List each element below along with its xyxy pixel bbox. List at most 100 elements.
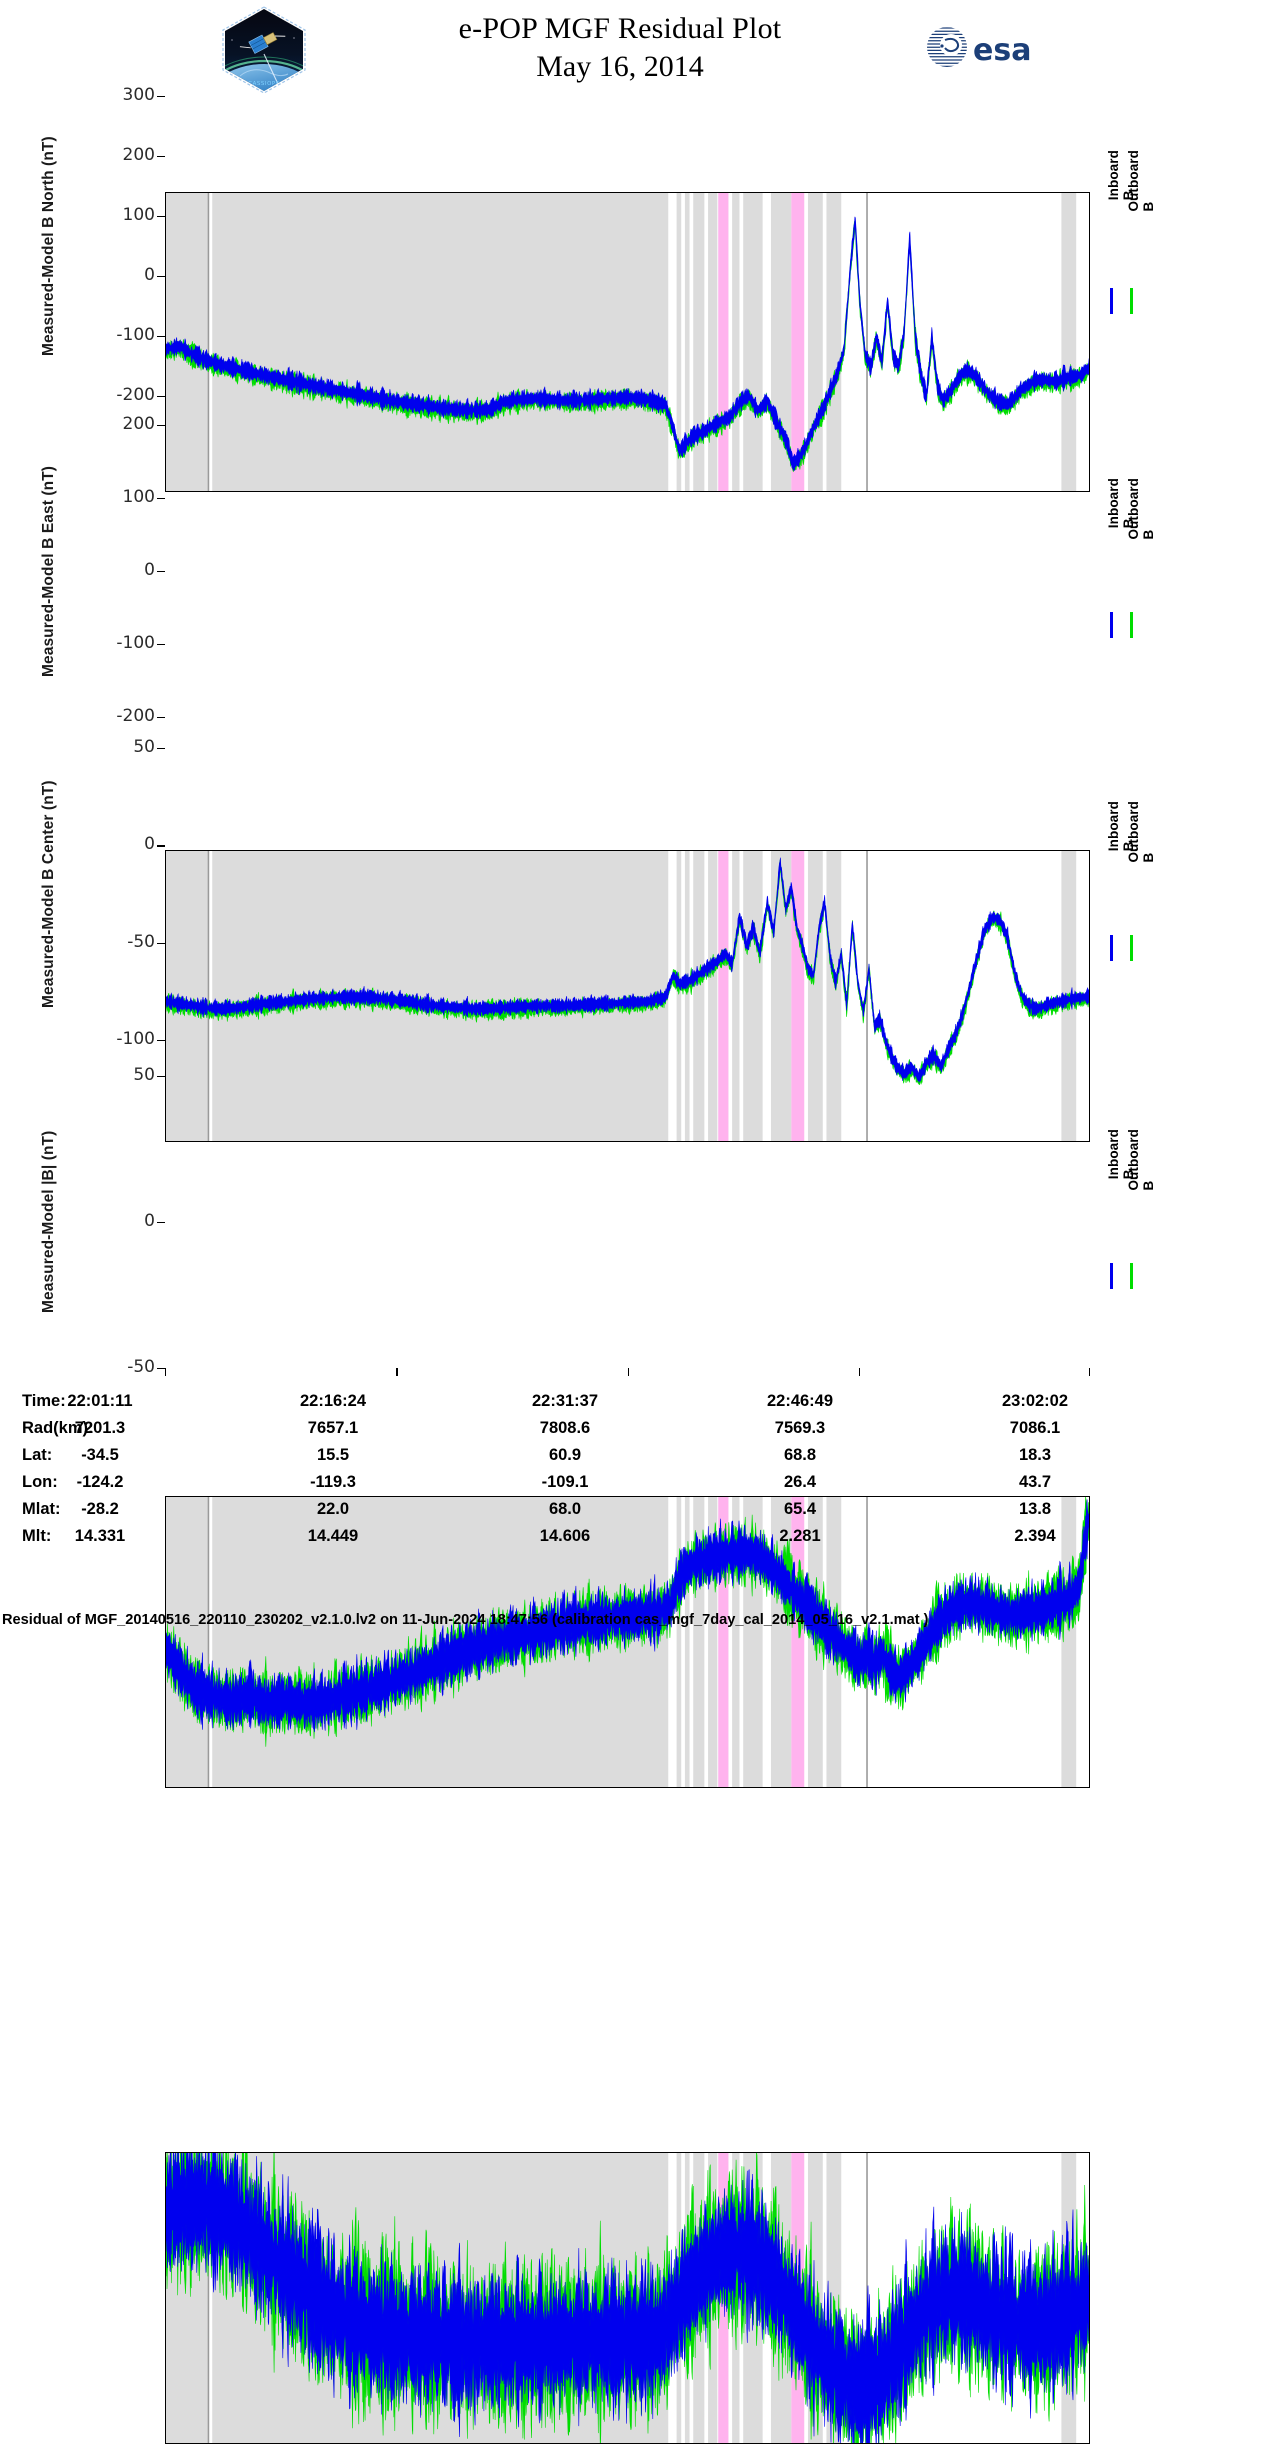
xaxis-tickmark-3 [858, 1368, 861, 1376]
legend-swatch-inboard [1110, 934, 1113, 961]
table-cell-r3-c1: -119.3 [310, 1473, 356, 1491]
table-cell-r1-c2: 7808.6 [539, 1419, 591, 1437]
table-cell-r2-c2: 60.9 [548, 1446, 582, 1464]
table-row-label-5: Mlt: [22, 1527, 52, 1545]
panel-b-north-ytick-3: 0 [144, 265, 155, 285]
ylabel-line-1: Measured-Model [40, 884, 57, 1008]
table-row-label-2: Lat: [22, 1446, 53, 1464]
svg-text:CASSIOPE: CASSIOPE [248, 81, 280, 87]
table-cell-r0-c4: 23:02:02 [1001, 1392, 1069, 1410]
table-cell-r1-c3: 7569.3 [774, 1419, 826, 1437]
table-row-label-1: Rad(km): [22, 1419, 94, 1437]
legend-swatch-outboard [1130, 1262, 1133, 1289]
panel-b-north-plot-area [165, 192, 1090, 492]
legend-label-outboard: Outboard B [1126, 1128, 1156, 1191]
panel-b-east-tickmark-1 [157, 498, 165, 500]
legend-swatch-outboard [1130, 934, 1133, 961]
table-cell-r0-c3: 22:46:49 [766, 1392, 834, 1410]
table-cell-r2-c3: 68.8 [783, 1446, 817, 1464]
legend-swatch-inboard [1110, 1262, 1113, 1289]
ephemeris-table: Time: 22:01:11 22:16:24 22:31:37 22:46:49 23:… [0, 1392, 1275, 1554]
table-cell-r0-c0: 22:01:11 [67, 1392, 133, 1410]
panel-b-east-tickmark-4 [157, 717, 165, 719]
panel-b-magnitude-ytick-2: -50 [127, 1357, 155, 1377]
shade-band-gray-7 [732, 1497, 740, 1787]
ylabel-line-2: B Center (nT) [40, 780, 57, 880]
panel-b-magnitude-ytick-1: 0 [144, 1211, 155, 1231]
panel-b-north-ytick-5: -200 [116, 385, 155, 405]
shade-band-gray-7 [732, 193, 740, 491]
footer-provenance-text: Residual of MGF_20140516_220110_230202_v… [2, 1612, 929, 1628]
shade-band-gray-11 [826, 193, 842, 491]
shade-band-gray-0 [166, 193, 208, 491]
panel-b-north-tickmark-2 [157, 216, 165, 218]
vertical-marker-line-0 [207, 1497, 210, 1787]
table-row-label-0: Time: [22, 1392, 66, 1410]
page-header: CASSIOPE e-POP MGF Residual Plot May 16,… [0, 0, 1275, 96]
table-row-label-3: Lon: [22, 1473, 58, 1491]
table-cell-r1-c1: 7657.1 [307, 1419, 359, 1437]
table-cell-r4-c0: -28.2 [81, 1500, 119, 1518]
shade-band-gray-12 [1061, 193, 1077, 491]
table-cell-r5-c3: 2.281 [779, 1527, 821, 1545]
esa-wordmark: esa [973, 33, 1031, 68]
ylabel-line-1: Measured-Model [40, 232, 57, 356]
table-cell-r3-c4: 43.7 [1018, 1473, 1052, 1491]
table-row: Lat: -34.5 15.5 60.9 68.8 18.3 [0, 1446, 1275, 1473]
shade-band-gray-3 [684, 193, 690, 491]
panel-b-north-tickmark-3 [157, 276, 165, 278]
table-cell-r5-c2: 14.606 [539, 1527, 591, 1545]
shade-band-gray-7 [732, 851, 740, 1141]
vertical-marker-line-1 [866, 851, 868, 1141]
legend-swatch-outboard [1130, 288, 1133, 314]
shade-band-gray-4 [693, 193, 705, 491]
panel-b-east-tickmark-2 [157, 571, 165, 573]
table-cell-r2-c1: 15.5 [316, 1446, 350, 1464]
panel-b-east-ytick-0: 200 [122, 414, 155, 434]
panel-b-center-ytick-3: -100 [116, 1029, 155, 1049]
table-cell-r1-c0: 7201.3 [74, 1419, 126, 1437]
table-row-label-4: Mlat: [22, 1500, 61, 1518]
page-title: e-POP MGF Residual Plot May 16, 2014 [330, 10, 910, 86]
table-cell-r3-c3: 26.4 [783, 1473, 817, 1491]
shade-band-gray-5 [708, 851, 718, 1141]
panel-b-magnitude-tickmark-0 [157, 1076, 165, 1078]
table-cell-r0-c2: 22:31:37 [531, 1392, 599, 1410]
panel-b-center-ytick-0: 50 [133, 737, 155, 757]
table-cell-r3-c0: -124.2 [76, 1473, 124, 1491]
ylabel-line-1: Measured-Model [40, 552, 57, 677]
panel-b-east-ytick-1: 100 [122, 487, 155, 507]
table-cell-r2-c0: -34.5 [81, 1446, 119, 1464]
panel-b-north-ytick-0: 300 [122, 85, 155, 105]
table-cell-r5-c4: 2.394 [1014, 1527, 1056, 1545]
table-cell-r0-c1: 22:16:24 [299, 1392, 367, 1410]
table-row: Time: 22:01:11 22:16:24 22:31:37 22:46:49 23:… [0, 1392, 1275, 1419]
shade-band-gray-5 [708, 193, 718, 491]
table-cell-r4-c2: 68.0 [548, 1500, 582, 1518]
panel-b-north [0, 96, 1275, 492]
panel-b-east-ylabel: Measured-Model B East (nT) [40, 425, 57, 717]
panel-b-north-tickmark-5 [157, 396, 165, 398]
table-row: Lon: -124.2 -119.3 -109.1 26.4 43.7 [0, 1473, 1275, 1500]
xaxis-tickmark-0 [165, 1368, 167, 1376]
trace-inboard-b-north [166, 216, 1089, 471]
table-cell-r4-c3: 65.4 [783, 1500, 817, 1518]
table-row: Rad(km): 7201.3 7657.1 7808.6 7569.3 7086.1 [0, 1419, 1275, 1446]
table-cell-r4-c4: 13.8 [1018, 1500, 1052, 1518]
shade-band-pink-0 [718, 1497, 729, 1787]
panel-b-magnitude-tickmark-2 [157, 1368, 165, 1370]
legend-swatch-inboard [1110, 611, 1113, 638]
panel-b-magnitude-plot-area [165, 2152, 1090, 2444]
xaxis-tickmark-2 [627, 1368, 629, 1376]
shade-band-gray-2 [676, 1497, 682, 1787]
xaxis-tickmark-4 [1088, 1368, 1090, 1376]
panel-b-north-ytick-2: 100 [122, 205, 155, 225]
panel-b-north-tickmark-0 [157, 96, 165, 98]
shade-band-pink-1 [791, 193, 805, 491]
table-cell-r4-c1: 22.0 [316, 1500, 350, 1518]
panel-b-north-ytick-1: 200 [122, 145, 155, 165]
panel-b-north-ytick-4: -100 [116, 325, 155, 345]
panel-b-magnitude-ylabel: Measured-Model |B| (nT) [40, 1076, 57, 1368]
panel-b-east-tickmark-0 [157, 425, 165, 427]
